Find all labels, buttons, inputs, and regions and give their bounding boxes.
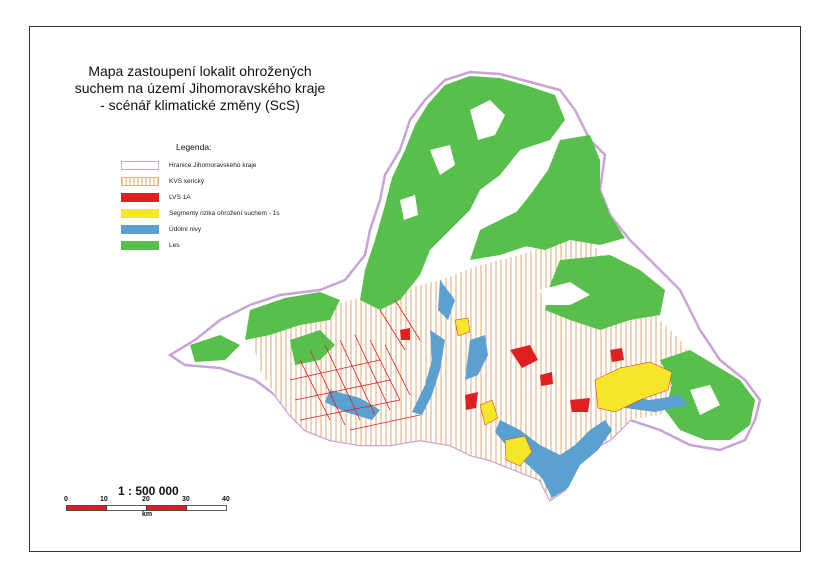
solid-swatch-icon: [121, 192, 159, 202]
legend-label: Hranice Jihomoravského kraje: [169, 161, 257, 169]
lvs-1a-strips: [289, 299, 421, 431]
solid-swatch-icon: [121, 208, 159, 218]
map-frame: [29, 26, 801, 552]
title-line-1: Mapa zastoupení lokalit ohrožených: [88, 63, 312, 79]
hatched-swatch-icon: [121, 176, 159, 186]
solid-swatch-icon: [121, 240, 159, 250]
title-line-2: suchem na území Jihomoravského kraje: [74, 80, 326, 96]
legend-item-lvs: LVS 1A: [121, 192, 191, 202]
legend-item-kvs: KVS xerický: [121, 176, 204, 186]
scale-tick: 10: [100, 496, 108, 503]
legend-label: LVS 1A: [169, 193, 191, 201]
legend-label: Les: [169, 241, 180, 249]
floodplains: [325, 280, 688, 498]
legend-item-floodplain: Údolní nivy: [121, 224, 201, 234]
solid-swatch-icon: [121, 224, 159, 234]
legend-item-border: Hranice Jihomoravského kraje: [121, 160, 256, 170]
legend-item-forest: Les: [121, 240, 179, 250]
map-title: Mapa zastoupení lokalit ohrožených suche…: [70, 63, 330, 114]
legend-title: Legenda:: [176, 142, 212, 152]
risk-segments: [454, 317, 673, 467]
title-line-3: - scénář klimatické změny (ScS): [100, 97, 300, 113]
scale-unit: km: [142, 511, 153, 518]
scale-tick: 20: [142, 496, 150, 503]
legend-label: KVS xerický: [169, 177, 205, 185]
lvs-1a-areas: [400, 328, 624, 412]
legend-item-risk: Segmenty rizika ohrožení suchem - 1s: [121, 208, 280, 218]
outline-swatch-icon: [121, 160, 159, 170]
forest-areas: [190, 76, 755, 440]
forest-clearings: [400, 100, 720, 415]
scale-tick: 40: [222, 496, 230, 503]
legend-label: Segmenty rizika ohrožení suchem - 1s: [169, 209, 280, 217]
scale-tick: 0: [64, 496, 68, 503]
scale-ratio: 1 : 500 000: [118, 484, 179, 498]
scale-tick: 30: [182, 496, 190, 503]
scale-bar: [66, 505, 227, 511]
legend-label: Údolní nivy: [169, 225, 202, 233]
